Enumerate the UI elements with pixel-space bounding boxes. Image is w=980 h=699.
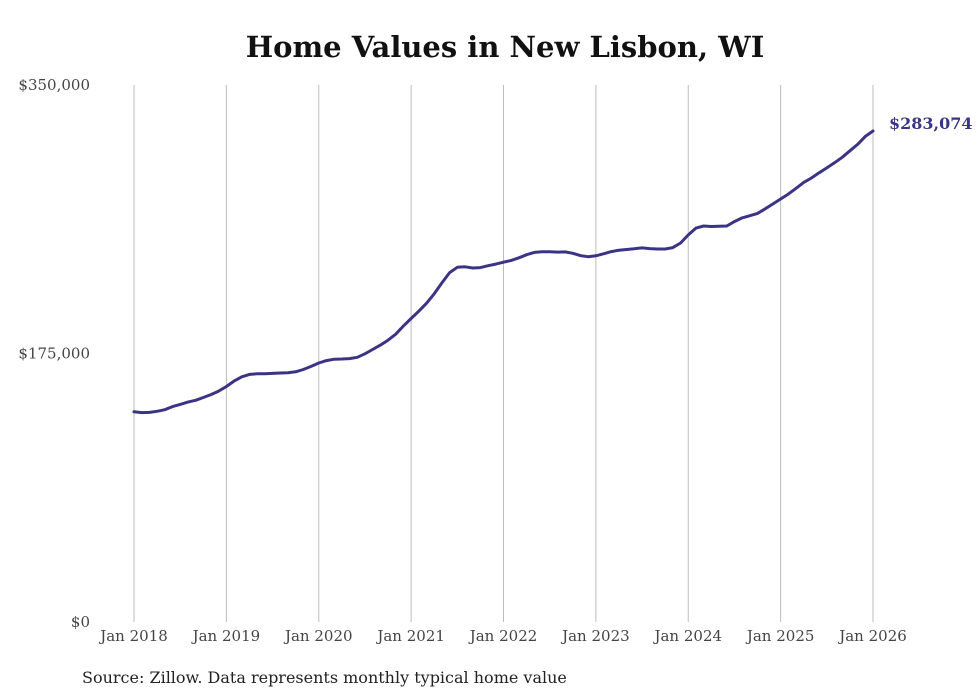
x-tick-label: Jan 2019 (191, 627, 261, 645)
x-tick-label: Jan 2024 (652, 627, 722, 645)
y-tick-label: $175,000 (18, 345, 90, 363)
chart-title: Home Values in New Lisbon, WI (245, 30, 765, 64)
x-tick-label: Jan 2020 (283, 627, 353, 645)
series-line (132, 129, 875, 415)
y-tick-label: $350,000 (18, 76, 90, 94)
x-tick-label: Jan 2018 (98, 627, 168, 645)
end-value-label: $283,074 (889, 114, 973, 133)
x-tick-label: Jan 2021 (375, 627, 445, 645)
x-tick-label: Jan 2026 (837, 627, 907, 645)
x-tick-label: Jan 2023 (560, 627, 630, 645)
source-note: Source: Zillow. Data represents monthly … (82, 668, 567, 687)
y-tick-label: $0 (71, 613, 90, 631)
x-tick-label: Jan 2022 (468, 627, 538, 645)
x-tick-label: Jan 2025 (745, 627, 815, 645)
